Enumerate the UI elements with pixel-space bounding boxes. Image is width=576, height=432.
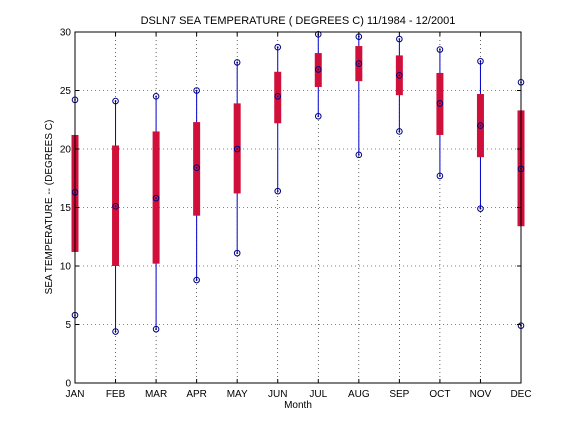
min-marker-mar	[152, 325, 160, 333]
x-tick-label: NOV	[470, 389, 492, 400]
axis-ticks: JAN FEB MAR APR MAY JUN JUL AUG SEP OCT NOV DEC 0 5 10…	[60, 28, 532, 401]
median-marker-sep	[396, 71, 403, 79]
min-marker-dot-feb	[114, 330, 117, 333]
plot-area-frame	[74, 31, 522, 384]
max-marker-mar	[152, 93, 160, 100]
chart-title: DSLN7 SEA TEMPERATURE ( DEGREES C) 11/19…	[141, 15, 456, 27]
median-marker-dot-sep	[398, 74, 401, 77]
y-tick-label: 0	[65, 379, 71, 390]
min-marker-dot-may	[236, 252, 239, 255]
median-marker-dot-feb	[114, 205, 117, 208]
box-series	[71, 31, 525, 335]
median-marker-oct	[436, 100, 444, 107]
median-marker-feb	[112, 203, 119, 210]
x-tick-label: JUL	[309, 389, 327, 400]
x-tick-label: APR	[186, 389, 207, 400]
median-marker-dot-may	[236, 148, 239, 150]
x-tick-label: SEP	[389, 389, 409, 400]
y-tick-label: 25	[60, 86, 72, 97]
x-tick-label: MAY	[227, 389, 248, 400]
median-marker-may	[233, 145, 241, 153]
max-marker-oct	[436, 46, 444, 53]
max-marker-apr	[193, 87, 200, 94]
median-marker-dot-nov	[479, 124, 482, 127]
x-tick-label: MAR	[145, 389, 167, 400]
min-marker-sep	[396, 128, 403, 135]
min-marker-dot-sep	[398, 130, 401, 133]
median-marker-aug	[355, 60, 363, 67]
min-marker-may	[233, 249, 241, 257]
x-tick-label: JUN	[268, 389, 287, 400]
median-marker-jun	[274, 93, 282, 100]
median-marker-dot-mar	[155, 197, 157, 200]
median-marker-nov	[477, 122, 484, 129]
min-marker-dot-apr	[195, 279, 198, 281]
y-tick-label: 20	[60, 145, 72, 156]
y-tick-label: 30	[60, 28, 72, 39]
max-marker-dot-oct	[439, 48, 441, 51]
box-apr	[193, 122, 201, 216]
x-tick-label: FEB	[106, 389, 126, 400]
y-tick-label: 10	[60, 262, 72, 273]
median-marker-jul	[314, 66, 322, 73]
max-marker-nov	[477, 57, 484, 65]
max-marker-dot-mar	[155, 95, 157, 98]
min-marker-aug	[355, 151, 363, 159]
median-marker-mar	[152, 194, 160, 202]
box-jun	[274, 71, 282, 124]
min-marker-dot-oct	[439, 175, 441, 177]
median-marker-dot-aug	[357, 62, 360, 65]
min-marker-jun	[274, 187, 282, 195]
min-marker-dot-nov	[479, 207, 482, 210]
median-marker-dot-apr	[195, 166, 198, 169]
max-marker-sep	[396, 35, 403, 43]
min-marker-nov	[477, 205, 484, 212]
min-marker-dot-mar	[155, 328, 157, 331]
x-tick-label: OCT	[429, 389, 450, 400]
x-axis-label: Month	[284, 400, 312, 411]
y-tick-label: 5	[65, 320, 71, 331]
min-marker-apr	[193, 276, 200, 284]
min-marker-dot-jun	[276, 190, 279, 193]
y-tick-label: 15	[60, 203, 72, 214]
x-tick-label: JAN	[66, 389, 85, 400]
x-tick-label: AUG	[348, 389, 370, 400]
max-marker-dot-nov	[479, 60, 482, 63]
min-marker-dot-jul	[317, 115, 320, 118]
max-marker-dot-jun	[276, 46, 279, 49]
max-marker-jun	[274, 43, 282, 51]
median-marker-dot-jul	[317, 68, 320, 71]
min-marker-jul	[314, 112, 322, 120]
median-marker-apr	[193, 164, 200, 172]
x-tick-label: DEC	[510, 389, 531, 400]
max-marker-dot-aug	[357, 35, 360, 38]
min-marker-feb	[112, 328, 119, 335]
min-marker-dot-aug	[357, 153, 360, 156]
min-marker-oct	[436, 172, 444, 180]
grid-lines	[75, 32, 521, 383]
max-marker-dot-may	[236, 61, 239, 64]
max-marker-dot-feb	[114, 100, 117, 102]
max-marker-may	[233, 59, 241, 66]
max-marker-dot-sep	[398, 38, 401, 40]
median-marker-dot-jun	[276, 95, 279, 98]
median-marker-dot-oct	[439, 102, 441, 105]
max-marker-feb	[112, 97, 119, 105]
y-axis-label: SEA TEMPERATURE -- (DEGREES C)	[44, 120, 55, 295]
max-marker-dot-apr	[195, 89, 198, 92]
